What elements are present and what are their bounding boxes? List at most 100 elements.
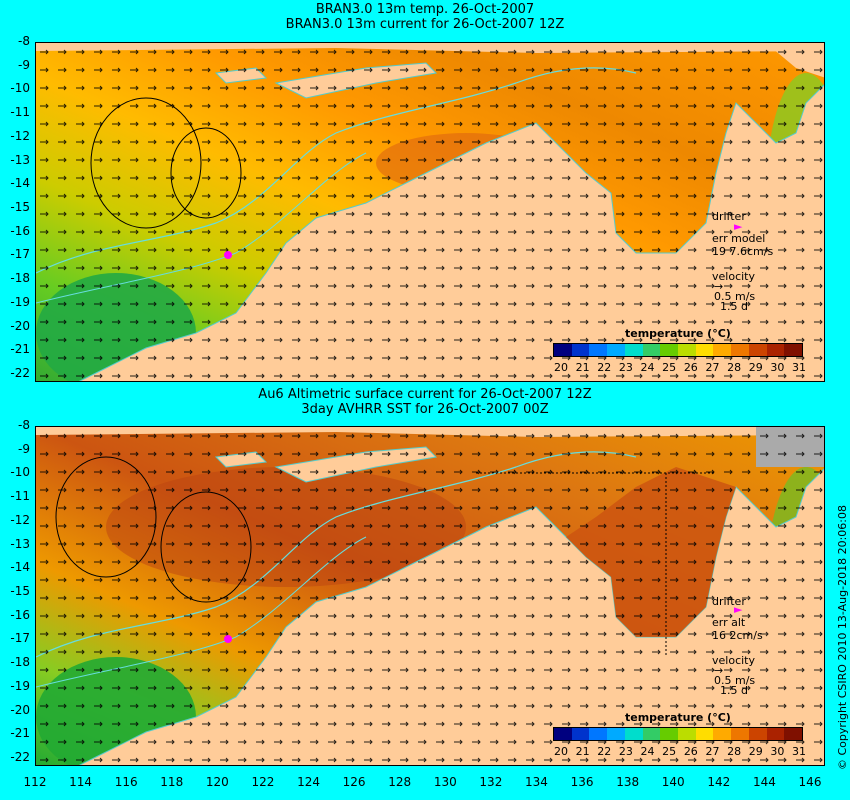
x-tick-label: 132 bbox=[479, 775, 503, 789]
bottom-colorbar-ticks: 20 21 22 23 24 25 26 27 28 29 30 31 bbox=[553, 745, 806, 759]
x-tick-label: 128 bbox=[388, 775, 412, 789]
colorbar-swatch bbox=[642, 344, 661, 356]
colorbar-swatch bbox=[624, 728, 643, 740]
colorbar-swatch bbox=[731, 728, 749, 740]
x-tick-label: 116 bbox=[114, 775, 138, 789]
colorbar-swatch bbox=[766, 344, 785, 356]
colorbar-tick-label: 27 bbox=[705, 361, 720, 374]
y-tick-label: -22 bbox=[10, 750, 30, 764]
x-tick-label: 130 bbox=[433, 775, 457, 789]
eddy-2 bbox=[170, 127, 242, 219]
colorbar-swatch bbox=[695, 728, 714, 740]
x-tick-label: 120 bbox=[205, 775, 229, 789]
x-tick-label: 142 bbox=[707, 775, 731, 789]
y-tick-label: -11 bbox=[10, 105, 30, 120]
bottom-map-canvas bbox=[36, 427, 824, 765]
colorbar-swatch bbox=[784, 728, 803, 740]
top-err-label: err model bbox=[712, 232, 766, 245]
colorbar-tick-label: 24 bbox=[640, 745, 655, 758]
y-tick-label: -21 bbox=[10, 342, 30, 357]
colorbar-tick-label: 29 bbox=[748, 745, 763, 758]
x-tick-label: 144 bbox=[752, 775, 776, 789]
y-tick-label: -9 bbox=[18, 441, 30, 456]
drifter-track bbox=[224, 251, 232, 259]
colorbar-swatch bbox=[607, 344, 625, 356]
colorbar-swatch bbox=[554, 344, 572, 356]
y-tick-label: -14 bbox=[10, 560, 30, 575]
colorbar-tick-label: 21 bbox=[575, 745, 590, 758]
y-tick-label: -12 bbox=[10, 128, 30, 143]
bottom-velocity-label: velocity bbox=[712, 654, 755, 667]
x-tick-label: 136 bbox=[570, 775, 594, 789]
x-tick-label: 126 bbox=[342, 775, 366, 789]
bottom-velocity-arrow-icon: → bbox=[714, 664, 724, 677]
y-tick-label: -20 bbox=[10, 702, 30, 717]
colorbar-swatch bbox=[607, 728, 625, 740]
y-tick-label: -17 bbox=[10, 247, 30, 262]
colorbar-swatch bbox=[642, 728, 661, 740]
colorbar-swatch bbox=[766, 728, 785, 740]
top-err-value: 19 7.6cm/s bbox=[712, 245, 774, 258]
bottom-err-value: 16 2cm/s bbox=[712, 629, 763, 642]
y-tick-label: -19 bbox=[10, 678, 30, 693]
top-drifter-marker: ► bbox=[734, 220, 743, 233]
colorbar-swatch bbox=[748, 728, 767, 740]
y-tick-label: -16 bbox=[10, 607, 30, 622]
x-tick-label: 146 bbox=[798, 775, 822, 789]
colorbar-tick-label: 29 bbox=[748, 361, 763, 374]
eddy-1 bbox=[90, 97, 202, 229]
x-tick-label: 124 bbox=[297, 775, 320, 789]
bottom-err-label: err alt bbox=[712, 616, 746, 629]
colorbar-swatch bbox=[713, 344, 732, 356]
colorbar-swatch bbox=[784, 344, 803, 356]
x-tick-label: 118 bbox=[160, 775, 184, 789]
colorbar-swatch bbox=[624, 344, 643, 356]
colorbar-tick-label: 21 bbox=[575, 361, 590, 374]
colorbar-swatch bbox=[589, 728, 608, 740]
eddy-2 bbox=[160, 491, 252, 603]
y-tick-label: -19 bbox=[10, 294, 30, 309]
colorbar-tick-label: 25 bbox=[662, 361, 677, 374]
colorbar-swatch bbox=[660, 728, 679, 740]
x-tick-label: 134 bbox=[525, 775, 548, 789]
colorbar-swatch bbox=[748, 344, 767, 356]
colorbar-tick-label: 27 bbox=[705, 745, 720, 758]
current-vectors bbox=[36, 427, 824, 765]
top-title-2: BRAN3.0 13m current for 26-Oct-2007 12Z bbox=[285, 17, 565, 32]
bottom-velocity-time: 1.5 d bbox=[720, 684, 748, 697]
colorbar-tick-label: 22 bbox=[597, 361, 612, 374]
x-tick-label: 112 bbox=[23, 775, 47, 789]
top-velocity-label: velocity bbox=[712, 270, 755, 283]
top-colorbar bbox=[553, 343, 803, 357]
top-colorbar-ticks: 20 21 22 23 24 25 26 27 28 29 30 31 bbox=[553, 361, 806, 375]
y-tick-label: -14 bbox=[10, 176, 30, 191]
y-tick-label: -22 bbox=[10, 366, 30, 380]
colorbar-swatch bbox=[678, 728, 696, 740]
colorbar-tick-label: 24 bbox=[640, 361, 655, 374]
bottom-colorbar bbox=[553, 727, 803, 741]
y-tick-label: -8 bbox=[18, 418, 30, 432]
y-tick-label: -13 bbox=[10, 536, 30, 551]
colorbar-swatch bbox=[731, 344, 749, 356]
top-velocity-scale: 0.5 m/s bbox=[714, 290, 756, 303]
x-tick-label: 114 bbox=[69, 775, 93, 789]
colorbar-tick-label: 26 bbox=[683, 745, 698, 758]
y-tick-label: -17 bbox=[10, 631, 30, 646]
y-tick-label: -18 bbox=[10, 655, 30, 670]
colorbar-tick-label: 20 bbox=[554, 361, 568, 374]
x-tick-label: 122 bbox=[251, 775, 275, 789]
y-tick-label: -20 bbox=[10, 318, 30, 333]
y-tick-label: -10 bbox=[10, 81, 30, 96]
colorbar-tick-label: 23 bbox=[618, 745, 633, 758]
bottom-colorbar-title: temperature (°C) bbox=[625, 711, 731, 724]
colorbar-tick-label: 28 bbox=[727, 745, 742, 758]
y-tick-label: -13 bbox=[10, 152, 30, 167]
colorbar-tick-label: 30 bbox=[770, 745, 785, 758]
top-map-panel bbox=[35, 42, 825, 382]
y-tick-label: -15 bbox=[10, 584, 30, 598]
y-tick-label: -18 bbox=[10, 271, 30, 286]
bottom-map-panel bbox=[35, 426, 825, 766]
copyright-text: © Copyright CSIRO 2010 13-Aug-2018 20:06… bbox=[836, 504, 849, 770]
colorbar-swatch bbox=[695, 344, 714, 356]
y-tick-label: -10 bbox=[10, 465, 30, 480]
